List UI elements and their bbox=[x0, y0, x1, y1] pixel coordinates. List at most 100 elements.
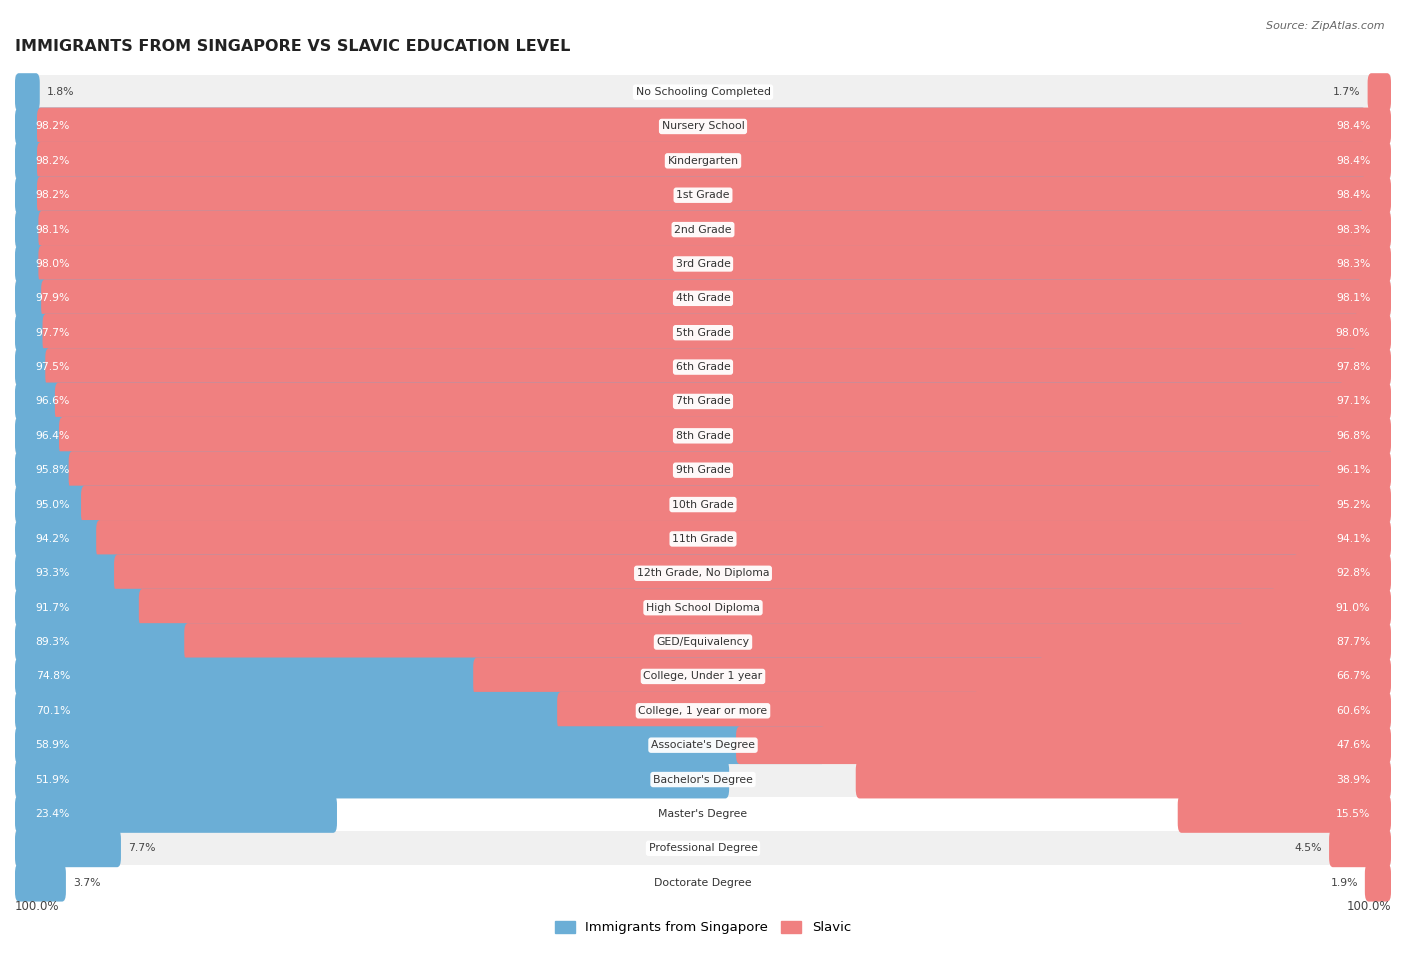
Bar bbox=[15, 316, 1391, 350]
Text: 95.0%: 95.0% bbox=[35, 499, 70, 510]
FancyBboxPatch shape bbox=[1368, 73, 1391, 111]
Text: 98.0%: 98.0% bbox=[1336, 328, 1371, 337]
FancyBboxPatch shape bbox=[45, 348, 1391, 386]
FancyBboxPatch shape bbox=[15, 245, 1364, 283]
Text: 98.3%: 98.3% bbox=[1336, 224, 1371, 235]
Text: 96.4%: 96.4% bbox=[35, 431, 70, 441]
Text: Source: ZipAtlas.com: Source: ZipAtlas.com bbox=[1267, 21, 1385, 31]
FancyBboxPatch shape bbox=[15, 486, 1322, 524]
Text: 97.7%: 97.7% bbox=[35, 328, 70, 337]
Bar bbox=[15, 109, 1391, 143]
Bar bbox=[15, 488, 1391, 522]
Bar bbox=[15, 693, 1391, 728]
Bar bbox=[15, 659, 1391, 693]
Bar bbox=[15, 143, 1391, 178]
Text: 94.2%: 94.2% bbox=[35, 534, 70, 544]
FancyBboxPatch shape bbox=[69, 451, 1391, 489]
Text: Professional Degree: Professional Degree bbox=[648, 843, 758, 853]
Text: 23.4%: 23.4% bbox=[35, 809, 70, 819]
Text: 98.3%: 98.3% bbox=[1336, 259, 1371, 269]
Text: GED/Equivalency: GED/Equivalency bbox=[657, 637, 749, 647]
FancyBboxPatch shape bbox=[139, 589, 1391, 627]
Text: College, 1 year or more: College, 1 year or more bbox=[638, 706, 768, 716]
FancyBboxPatch shape bbox=[1178, 795, 1391, 833]
FancyBboxPatch shape bbox=[41, 280, 1391, 317]
FancyBboxPatch shape bbox=[735, 726, 1391, 764]
Text: 98.2%: 98.2% bbox=[35, 122, 70, 132]
Text: 91.0%: 91.0% bbox=[1336, 603, 1371, 612]
FancyBboxPatch shape bbox=[55, 382, 1391, 420]
FancyBboxPatch shape bbox=[1329, 830, 1391, 867]
FancyBboxPatch shape bbox=[38, 211, 1391, 249]
Bar bbox=[15, 384, 1391, 418]
Bar bbox=[15, 247, 1391, 281]
Text: 11th Grade: 11th Grade bbox=[672, 534, 734, 544]
Text: Bachelor's Degree: Bachelor's Degree bbox=[652, 774, 754, 785]
Legend: Immigrants from Singapore, Slavic: Immigrants from Singapore, Slavic bbox=[550, 916, 856, 940]
Bar bbox=[15, 728, 1391, 762]
FancyBboxPatch shape bbox=[15, 73, 39, 111]
Bar bbox=[15, 350, 1391, 384]
FancyBboxPatch shape bbox=[15, 280, 1362, 317]
Text: 15.5%: 15.5% bbox=[1336, 809, 1371, 819]
FancyBboxPatch shape bbox=[15, 142, 1367, 179]
FancyBboxPatch shape bbox=[59, 417, 1391, 454]
FancyBboxPatch shape bbox=[15, 417, 1341, 454]
Text: 3.7%: 3.7% bbox=[73, 878, 100, 887]
Text: 7th Grade: 7th Grade bbox=[676, 397, 730, 407]
FancyBboxPatch shape bbox=[15, 830, 121, 867]
Text: Kindergarten: Kindergarten bbox=[668, 156, 738, 166]
FancyBboxPatch shape bbox=[37, 107, 1391, 145]
FancyBboxPatch shape bbox=[15, 657, 1045, 695]
Text: 95.8%: 95.8% bbox=[35, 465, 70, 475]
Text: 98.1%: 98.1% bbox=[1336, 293, 1371, 303]
Text: 100.0%: 100.0% bbox=[1347, 900, 1391, 913]
Bar bbox=[15, 418, 1391, 453]
FancyBboxPatch shape bbox=[15, 795, 337, 833]
Text: 98.4%: 98.4% bbox=[1336, 156, 1371, 166]
Text: 96.6%: 96.6% bbox=[35, 397, 70, 407]
Text: Associate's Degree: Associate's Degree bbox=[651, 740, 755, 750]
FancyBboxPatch shape bbox=[15, 451, 1333, 489]
Bar bbox=[15, 522, 1391, 556]
Text: 8th Grade: 8th Grade bbox=[676, 431, 730, 441]
Bar bbox=[15, 797, 1391, 831]
Text: 98.4%: 98.4% bbox=[1336, 190, 1371, 200]
FancyBboxPatch shape bbox=[15, 107, 1367, 145]
FancyBboxPatch shape bbox=[15, 348, 1357, 386]
FancyBboxPatch shape bbox=[15, 589, 1277, 627]
FancyBboxPatch shape bbox=[15, 176, 1367, 214]
FancyBboxPatch shape bbox=[15, 314, 1360, 352]
FancyBboxPatch shape bbox=[42, 314, 1391, 352]
FancyBboxPatch shape bbox=[1365, 864, 1391, 902]
Text: 97.8%: 97.8% bbox=[1336, 362, 1371, 372]
Bar bbox=[15, 831, 1391, 866]
FancyBboxPatch shape bbox=[114, 555, 1391, 592]
Text: No Schooling Completed: No Schooling Completed bbox=[636, 87, 770, 98]
Bar bbox=[15, 625, 1391, 659]
Text: Nursery School: Nursery School bbox=[662, 122, 744, 132]
Text: 5th Grade: 5th Grade bbox=[676, 328, 730, 337]
Bar bbox=[15, 178, 1391, 213]
Text: 93.3%: 93.3% bbox=[35, 568, 70, 578]
Text: 58.9%: 58.9% bbox=[35, 740, 70, 750]
FancyBboxPatch shape bbox=[184, 623, 1391, 661]
Text: 97.1%: 97.1% bbox=[1336, 397, 1371, 407]
FancyBboxPatch shape bbox=[474, 657, 1391, 695]
Text: 12th Grade, No Diploma: 12th Grade, No Diploma bbox=[637, 568, 769, 578]
Text: Master's Degree: Master's Degree bbox=[658, 809, 748, 819]
FancyBboxPatch shape bbox=[15, 692, 980, 729]
Text: Doctorate Degree: Doctorate Degree bbox=[654, 878, 752, 887]
Text: 87.7%: 87.7% bbox=[1336, 637, 1371, 647]
Text: 3rd Grade: 3rd Grade bbox=[675, 259, 731, 269]
Text: 98.2%: 98.2% bbox=[35, 156, 70, 166]
Text: 98.2%: 98.2% bbox=[35, 190, 70, 200]
FancyBboxPatch shape bbox=[15, 760, 730, 799]
FancyBboxPatch shape bbox=[15, 623, 1244, 661]
Text: 2nd Grade: 2nd Grade bbox=[675, 224, 731, 235]
FancyBboxPatch shape bbox=[856, 760, 1391, 799]
Text: 1.8%: 1.8% bbox=[46, 87, 75, 98]
Bar bbox=[15, 281, 1391, 316]
FancyBboxPatch shape bbox=[15, 726, 825, 764]
FancyBboxPatch shape bbox=[15, 382, 1344, 420]
